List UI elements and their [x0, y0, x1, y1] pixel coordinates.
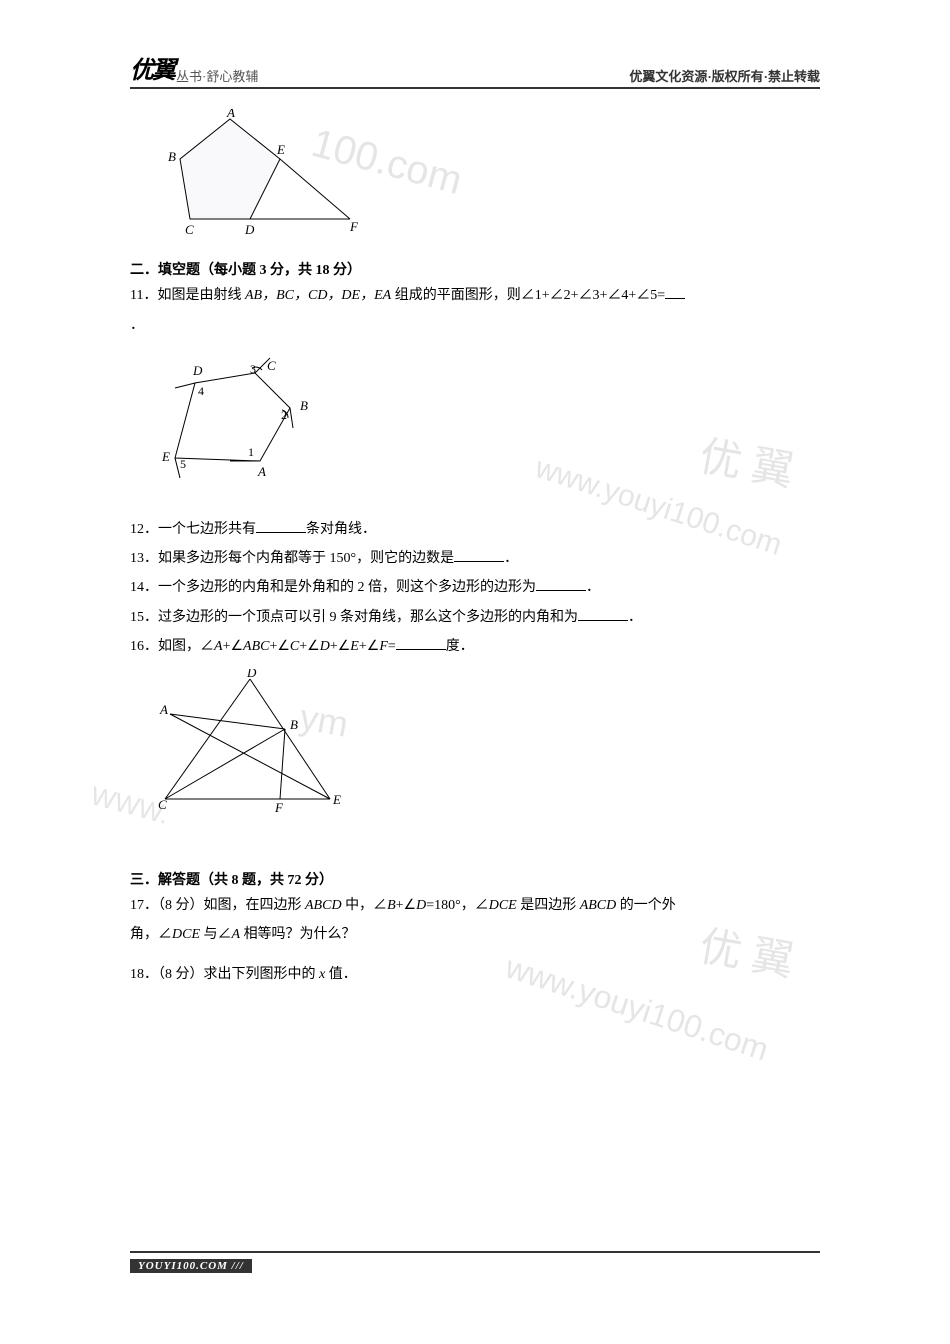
svg-text:4: 4 — [198, 384, 204, 398]
section3-title: 三．解答题（共 8 题，共 72 分） — [130, 868, 820, 893]
svg-text:D: D — [192, 363, 203, 378]
question-18: 18．（8 分）求出下列图形中的 x 值． — [130, 962, 820, 987]
blank — [454, 548, 504, 562]
figure-pentagon2: A B C D E 1 2 3 4 5 — [150, 348, 820, 507]
page-header: 优翼 丛书·舒心教辅 优翼文化资源·版权所有·禁止转载 — [130, 50, 820, 89]
section2-title: 二．填空题（每小题 3 分，共 18 分） — [130, 258, 820, 283]
blank — [536, 577, 586, 591]
svg-text:B: B — [290, 717, 298, 732]
question-16: 16．如图，∠A+∠ABC+∠C+∠D+∠E+∠F=度． — [130, 634, 820, 659]
svg-text:A: A — [257, 464, 266, 479]
blank — [256, 519, 306, 533]
content-area: A B C D E F 二．填空题（每小题 3 分，共 18 分） 11．如图是… — [130, 109, 820, 987]
svg-text:B: B — [300, 398, 308, 413]
svg-text:B: B — [168, 149, 176, 164]
blank — [396, 636, 446, 650]
svg-text:F: F — [349, 219, 359, 234]
svg-text:C: C — [185, 222, 194, 237]
logo: 优翼 丛书·舒心教辅 — [130, 50, 258, 85]
svg-text:C: C — [158, 797, 167, 812]
blank — [665, 285, 685, 299]
svg-text:D: D — [246, 669, 257, 680]
figure-pentagon: A B C D E F — [150, 109, 820, 248]
question-15: 15．过多边形的一个顶点可以引 9 条对角线，那么这个多边形的内角和为． — [130, 605, 820, 630]
question-11: 11．如图是由射线 AB，BC，CD，DE，EA 组成的平面图形，则∠1+∠2+… — [130, 283, 820, 308]
svg-text:E: E — [332, 792, 341, 807]
question-17-line2: 角，∠DCE 与∠A 相等吗？为什么？ — [130, 922, 820, 947]
svg-text:A: A — [226, 109, 235, 120]
logo-suffix: 丛书·舒心教辅 — [176, 66, 258, 85]
page-footer: YOUYI100.COM /// — [130, 1251, 820, 1274]
svg-text:5: 5 — [180, 457, 186, 471]
svg-text:E: E — [161, 449, 170, 464]
svg-text:A: A — [159, 702, 168, 717]
logo-brand: 优翼 — [130, 50, 174, 85]
header-rights: 优翼文化资源·版权所有·禁止转载 — [629, 66, 820, 85]
question-13: 13．如果多边形每个内角都等于 150°，则它的边数是． — [130, 546, 820, 571]
question-12: 12．一个七边形共有条对角线． — [130, 517, 820, 542]
blank — [578, 607, 628, 621]
question-17: 17．（8 分）如图，在四边形 ABCD 中，∠B+∠D=180°，∠DCE 是… — [130, 893, 820, 918]
svg-text:E: E — [276, 142, 285, 157]
svg-text:D: D — [244, 222, 255, 237]
question-14: 14．一个多边形的内角和是外角和的 2 倍，则这个多边形的边形为． — [130, 575, 820, 600]
svg-text:3: 3 — [250, 362, 256, 376]
figure-star: A B C D E F — [150, 669, 820, 828]
footer-text: YOUYI100.COM /// — [130, 1259, 252, 1273]
svg-text:C: C — [267, 358, 276, 373]
svg-text:F: F — [274, 800, 284, 815]
svg-text:1: 1 — [248, 445, 254, 459]
svg-text:2: 2 — [281, 408, 287, 422]
